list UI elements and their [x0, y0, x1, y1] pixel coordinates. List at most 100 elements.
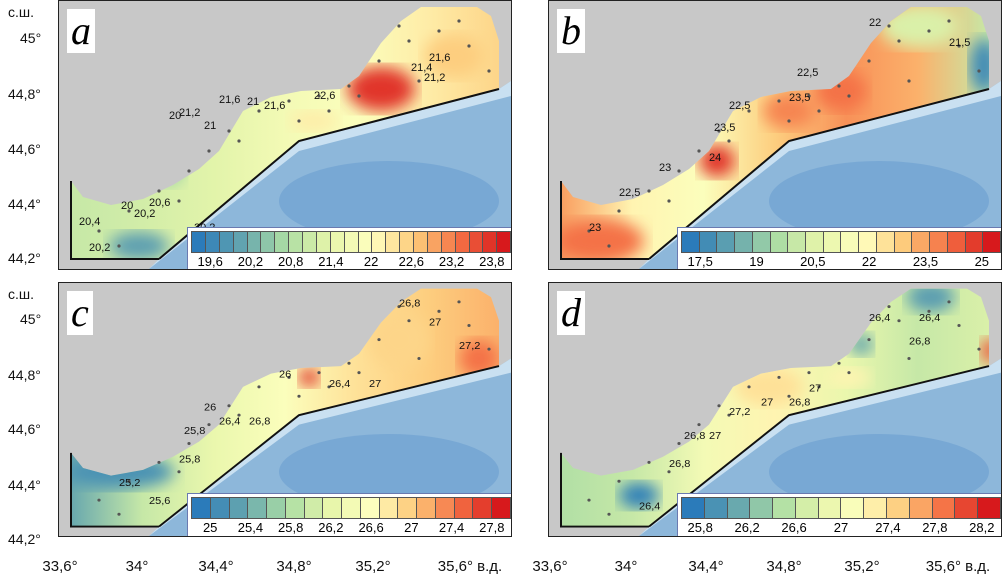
colorbar-tick-label: 26,6 [358, 520, 384, 535]
lon-tick: 35,2° [355, 558, 391, 575]
station-dot [287, 375, 291, 379]
station-dot [377, 338, 381, 342]
contour-label: 22,5 [797, 67, 818, 79]
colorbar-cell [342, 498, 361, 518]
colorbar-tick-label: 23,2 [438, 254, 465, 269]
contour-label: 27,2 [459, 340, 480, 352]
station-dot [927, 29, 931, 33]
station-dot [487, 347, 491, 351]
colorbar-cell [932, 498, 956, 518]
map-panel-b: 23 22,5 23 24 23,5 22,5 23,5 22,5 22 21,5 b 17,5 19 2… [548, 0, 1002, 270]
colorbar-tick-label: 25,4 [237, 520, 264, 535]
colorbar-tick-label: 21,4 [318, 254, 344, 269]
station-dot [347, 361, 351, 365]
station-dot [647, 460, 651, 464]
contour-label: 27,2 [729, 406, 750, 418]
colorbar-cells [191, 231, 511, 253]
colorbar-cell [750, 498, 774, 518]
lon-tick: 34,4° [688, 558, 724, 575]
map-svg: 23 22,5 23 24 23,5 22,5 23,5 22,5 22 21,5 [549, 1, 1001, 269]
contour-label: 20 [121, 200, 133, 212]
lon-tick: 34,4° [198, 558, 234, 575]
colorbar-cell [358, 232, 373, 252]
station-dot [677, 169, 681, 173]
contour-label: 23 [589, 222, 601, 234]
contour-label: 24 [709, 152, 721, 164]
contour-label: 21,6 [264, 100, 285, 112]
lat-tick: 44,2° [8, 250, 41, 266]
colorbar-cell [983, 232, 1000, 252]
station-dot [747, 109, 751, 113]
station-dot [467, 44, 471, 48]
station-dot [97, 498, 101, 502]
colorbar-cell [859, 232, 877, 252]
colorbar-cell [247, 232, 262, 252]
station-dot [127, 479, 131, 483]
colorbar-legend: 25 25,4 25,8 26,2 26,6 27 27,4 27,8 [187, 493, 511, 536]
colorbar-cell [455, 232, 470, 252]
deep-sea-core [279, 434, 499, 510]
station-dot [907, 79, 911, 83]
colorbar-cell [717, 232, 736, 252]
station-dot [417, 79, 421, 83]
station-dot [257, 109, 261, 113]
boundary-line [158, 365, 500, 528]
colorbar-tick-label: 27,4 [438, 520, 465, 535]
western-boundary [560, 181, 649, 260]
shelf-strip [639, 81, 1001, 269]
station-dot [327, 109, 331, 113]
station-dot [957, 323, 961, 327]
contour-label: 22 [869, 17, 881, 29]
colorbar-cell [704, 498, 728, 518]
colorbar-cell [400, 232, 414, 252]
colorbar-cell [473, 498, 493, 518]
contour-label: 21 [247, 96, 259, 108]
colorbar-cell [303, 232, 317, 252]
colorbar-cell [912, 232, 931, 252]
colorbar-cell [492, 498, 511, 518]
colorbar-cell [469, 232, 484, 252]
station-dot [727, 139, 731, 143]
lat-unit-label: с.ш. [8, 4, 35, 20]
station-dot [347, 84, 351, 88]
colorbar-cell [210, 498, 230, 518]
contour-label: 21,6 [219, 94, 240, 106]
colorbar-cell [229, 498, 249, 518]
colorbar-cells [191, 497, 511, 519]
colorbar-tick-label: 27,8 [922, 520, 948, 535]
contour-label: 20,6 [149, 197, 170, 209]
station-dot [157, 460, 161, 464]
station-dot [317, 371, 321, 375]
station-dot [697, 149, 701, 153]
station-dot [327, 385, 331, 389]
station-dot [297, 394, 301, 398]
colorbar-cell [978, 498, 1000, 518]
station-dot [927, 309, 931, 313]
contour-label: 20,2 [134, 208, 155, 220]
colorbar-cell [887, 498, 910, 518]
colorbar-cell [304, 498, 324, 518]
station-dot [437, 29, 441, 33]
colorbar-cell [289, 232, 303, 252]
colorbar-cell [788, 232, 807, 252]
temperature-blob [981, 337, 989, 365]
contour-label: 20,2 [89, 242, 110, 254]
colorbar-tick-label: 28,2 [969, 520, 995, 535]
colorbar-tick-label: 19 [749, 254, 764, 269]
map-svg: 20,420,620,220,22020,22021,22121,62121,6… [59, 1, 511, 269]
lat-tick: 44,4° [8, 196, 41, 212]
panel-letter: c [67, 291, 93, 335]
station-dot [897, 39, 901, 43]
colorbar-tick-label: 22 [363, 254, 379, 269]
contour-label: 22,5 [729, 100, 750, 112]
contour-label: 21 [204, 120, 216, 132]
colorbar-tick-label: 26,2 [734, 520, 760, 535]
contour-label: 26 [279, 369, 291, 381]
western-boundary [70, 452, 159, 528]
deep-sea-core [279, 161, 499, 241]
lon-tick: 35,6° в.д. [925, 558, 991, 575]
colorbar-cell [735, 232, 753, 252]
station-dot [117, 244, 121, 248]
lat-tick: 44,4° [8, 477, 41, 493]
colorbar-cell [864, 498, 888, 518]
